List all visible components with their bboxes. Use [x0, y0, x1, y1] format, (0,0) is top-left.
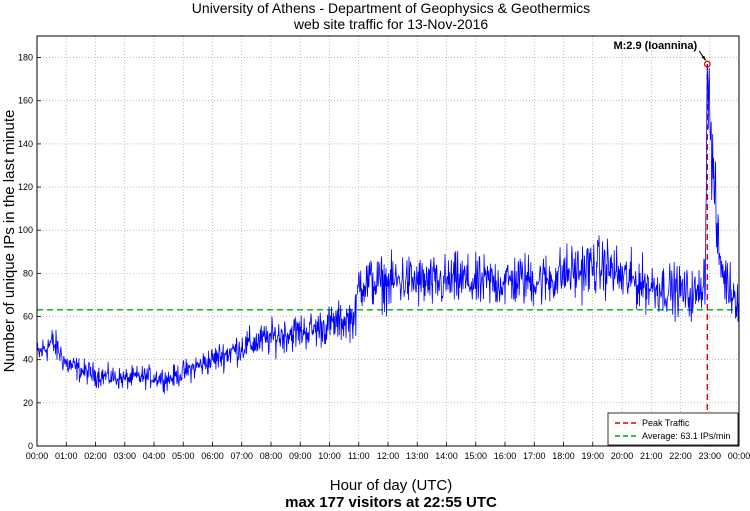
x-tick-label: 13:00	[406, 451, 429, 461]
y-tick-label: 0	[28, 441, 33, 451]
reference-lines	[37, 64, 739, 446]
plot-frame	[36, 35, 740, 447]
x-tick-label: 09:00	[289, 451, 312, 461]
peak-annotation-arrow	[698, 50, 707, 62]
markers-group	[703, 60, 711, 68]
x-tick-label: 01:00	[55, 451, 78, 461]
y-tick-label: 100	[18, 225, 33, 235]
x-tick-label: 00:00	[26, 451, 49, 461]
x-tick-label: 17:00	[523, 451, 546, 461]
series-line-unique-ips	[36, 64, 740, 394]
x-tick-label: 08:00	[260, 451, 283, 461]
chart-title-line-2: web site traffic for 13-Nov-2016	[293, 16, 488, 32]
peak-annotation-text: M:2.9 (Ioannina)	[613, 40, 697, 52]
x-tick-label: 00:00	[728, 451, 750, 461]
legend-box	[607, 412, 739, 446]
x-tick-label: 21:00	[640, 451, 663, 461]
x-tick-label: 12:00	[377, 451, 400, 461]
x-tick-label: 11:00	[348, 451, 370, 461]
x-tick-label: 10:00	[318, 451, 341, 461]
x-tick-label: 22:00	[669, 451, 692, 461]
y-tick-label: 80	[23, 268, 33, 278]
y-tick-label: 160	[18, 96, 33, 106]
x-tick-label: 05:00	[172, 451, 195, 461]
legend: Peak Traffic Average: 63.1 IPs/min	[607, 412, 739, 446]
series-group	[36, 64, 740, 394]
peak-marker	[703, 60, 711, 68]
y-tick-label: 20	[23, 398, 33, 408]
x-tick-label: 20:00	[611, 451, 634, 461]
chart-title-line-1: University of Athens - Department of Geo…	[192, 0, 590, 16]
x-axis-label: Hour of day (UTC)	[330, 477, 453, 494]
y-axis-label: Number of unique IPs in the last minute	[1, 110, 18, 373]
x-tick-label: 07:00	[230, 451, 253, 461]
y-tick-label: 60	[23, 312, 33, 322]
x-tick-label: 02:00	[84, 451, 107, 461]
x-tick-label: 16:00	[494, 451, 517, 461]
x-tick-label: 14:00	[435, 451, 458, 461]
x-tick-label: 06:00	[201, 451, 224, 461]
y-tick-label: 180	[18, 53, 33, 63]
y-tick-labels: 0 20 40 60 80 100 120 140 160 180	[18, 53, 33, 451]
grid	[36, 36, 740, 447]
annotation-arrow-head	[701, 56, 707, 62]
y-tick-label: 120	[18, 182, 33, 192]
x-tick-label: 15:00	[464, 451, 487, 461]
peak-summary-subtitle: max 177 visitors at 22:55 UTC	[285, 494, 497, 511]
x-tick-labels: 00:00 01:00 02:00 03:00 04:00 05:00 06:00 07:00…	[26, 451, 750, 461]
x-tick-label: 18:00	[552, 451, 575, 461]
x-tick-label: 03:00	[113, 451, 136, 461]
y-tick-label: 40	[23, 355, 33, 365]
y-tick-label: 140	[18, 139, 33, 149]
x-tick-label: 19:00	[581, 451, 604, 461]
legend-entry-peak: Peak Traffic	[642, 418, 690, 428]
legend-entry-average: Average: 63.1 IPs/min	[642, 431, 730, 441]
x-tick-label: 04:00	[143, 451, 166, 461]
x-tick-label: 23:00	[698, 451, 721, 461]
